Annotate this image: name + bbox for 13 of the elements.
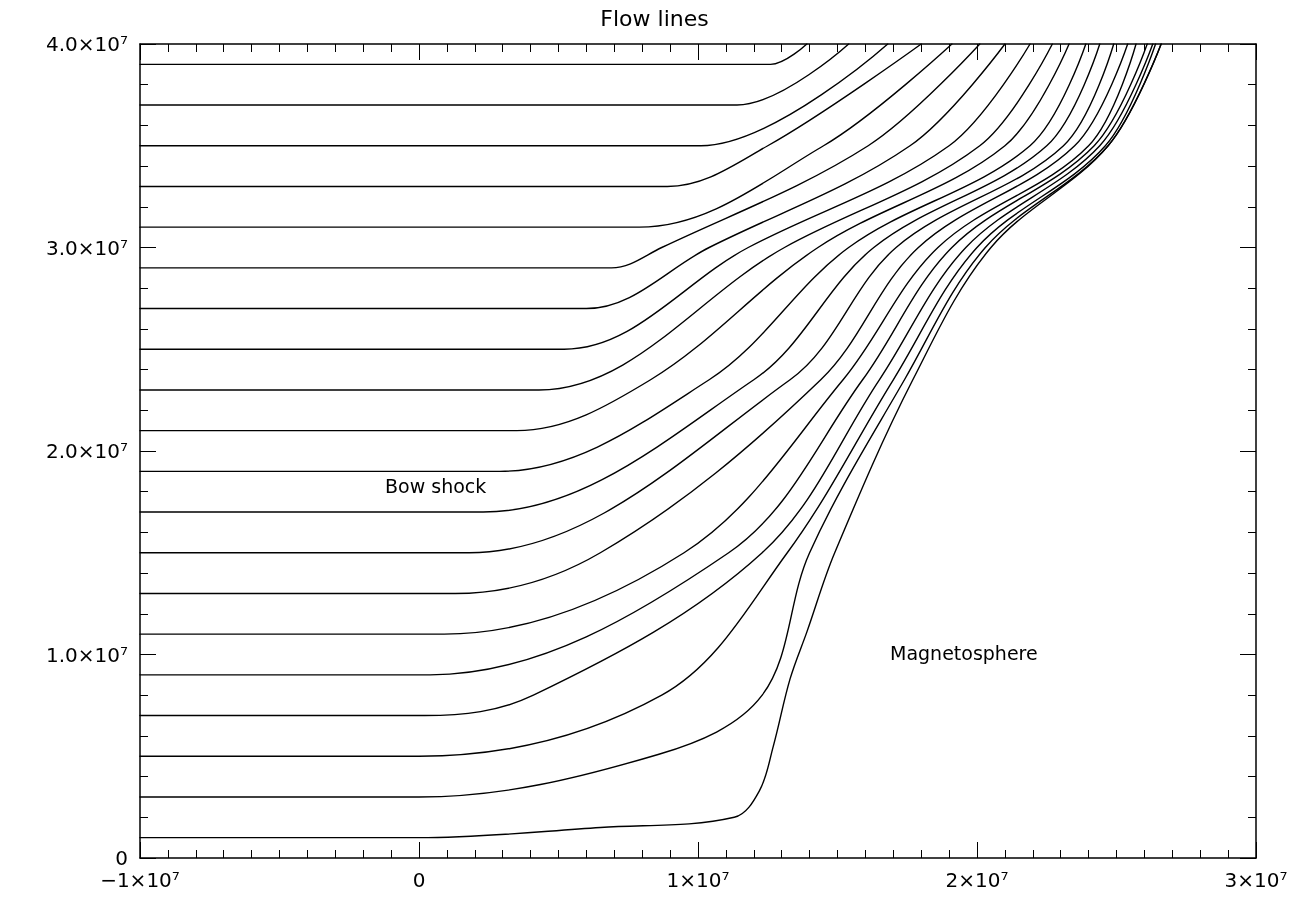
x-tick-label: 1×10⁷ [666, 868, 730, 892]
x-tick-label: 2×10⁷ [945, 868, 1009, 892]
chart-title: Flow lines [600, 5, 709, 31]
x-tick-label: 3×10⁷ [1224, 868, 1288, 892]
y-tick-label: 4.0×10⁷ [45, 32, 128, 56]
x-tick-label: 0 [412, 868, 426, 892]
x-tick-label: −1×10⁷ [100, 868, 180, 892]
annotation: Bow shock [385, 474, 487, 497]
y-tick-label: 1.0×10⁷ [45, 642, 128, 667]
y-tick-label: 0 [115, 846, 128, 870]
annotation: Magnetosphere [890, 641, 1038, 664]
y-tick-label: 3.0×10⁷ [45, 235, 128, 260]
y-tick-label: 2.0×10⁷ [45, 439, 128, 463]
